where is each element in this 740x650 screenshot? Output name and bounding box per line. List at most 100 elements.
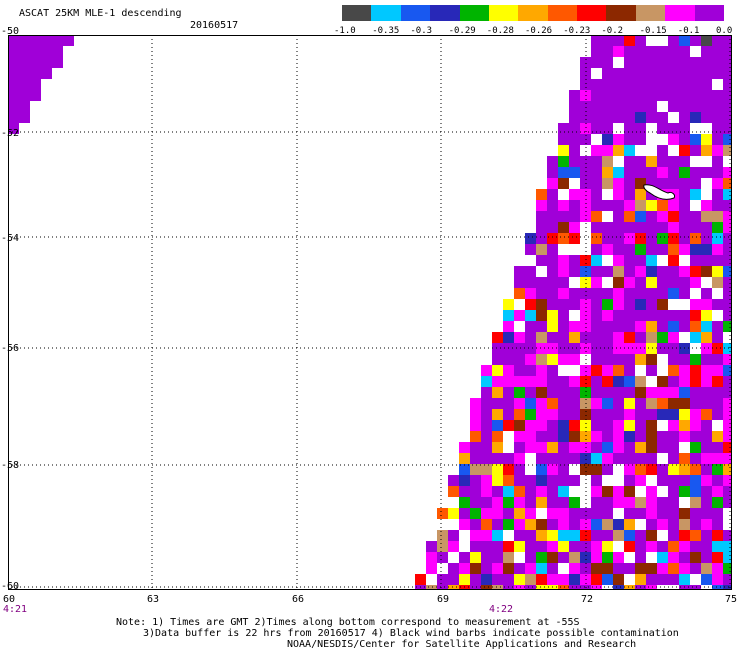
swath-cell [701, 112, 712, 123]
swath-cell [591, 530, 602, 541]
swath-cell [569, 233, 580, 244]
swath-cell [415, 574, 426, 585]
swath-cell [723, 552, 732, 563]
swath-cell [690, 134, 701, 145]
swath-cell [525, 574, 536, 585]
swath-cell [712, 442, 723, 453]
swath-cell [668, 211, 679, 222]
swath-cell [723, 123, 732, 134]
swath-cell [525, 486, 536, 497]
swath-cell [668, 68, 679, 79]
swath-cell [591, 453, 602, 464]
swath-cell [448, 475, 459, 486]
colorbar-swatch [635, 5, 666, 21]
swath-cell [602, 299, 613, 310]
swath-cell [723, 442, 732, 453]
swath-cell [591, 486, 602, 497]
swath-cell [569, 288, 580, 299]
swath-cell [602, 211, 613, 222]
swath-cell [41, 68, 52, 79]
swath-cell [547, 420, 558, 431]
swath-cell [668, 541, 679, 552]
swath-cell [613, 354, 624, 365]
swath-cell [547, 508, 558, 519]
swath-cell [646, 519, 657, 530]
swath-cell [690, 244, 701, 255]
swath-cell [668, 255, 679, 266]
colorbar-label: -0.26 [525, 26, 553, 36]
swath-cell [712, 90, 723, 101]
swath-cell [591, 68, 602, 79]
swath-cell [602, 178, 613, 189]
swath-cell [558, 497, 569, 508]
swath-cell [690, 321, 701, 332]
swath-cell [459, 508, 470, 519]
colorbar-label: -0.3 [410, 26, 433, 36]
swath-cell [602, 112, 613, 123]
swath-cell [591, 79, 602, 90]
swath-cell [514, 354, 525, 365]
swath-cell [701, 211, 712, 222]
swath-cell [646, 332, 657, 343]
swath-cell [536, 365, 547, 376]
swath-cell [459, 541, 470, 552]
swath-cell [646, 398, 657, 409]
swath-cell [635, 519, 646, 530]
swath-cell [668, 200, 679, 211]
swath-cell [657, 112, 668, 123]
swath-cell [635, 112, 646, 123]
swath-cell [701, 90, 712, 101]
swath-cell [701, 145, 712, 156]
swath-cell [591, 398, 602, 409]
swath-cell [690, 101, 701, 112]
swath-cell [503, 530, 514, 541]
swath-cell [426, 541, 437, 552]
swath-cell [668, 343, 679, 354]
swath-cell [635, 365, 646, 376]
colorbar-label: -0.35 [372, 26, 400, 36]
swath-cell [701, 79, 712, 90]
swath-cell [19, 35, 30, 46]
swath-cell [613, 365, 624, 376]
swath-cell [701, 178, 712, 189]
swath-cell [613, 464, 624, 475]
swath-cell [569, 563, 580, 574]
swath-cell [657, 541, 668, 552]
swath-cell [536, 486, 547, 497]
swath-cell [470, 442, 481, 453]
swath-cell [558, 508, 569, 519]
swath-cell [657, 508, 668, 519]
swath-cell [580, 200, 591, 211]
swath-cell [668, 277, 679, 288]
swath-cell [679, 552, 690, 563]
colorbar-label: -0.28 [486, 26, 514, 36]
swath-cell [701, 541, 712, 552]
swath-cell [525, 475, 536, 486]
swath-cell [591, 365, 602, 376]
swath-cell [470, 563, 481, 574]
swath-cell [41, 35, 52, 46]
swath-cell [558, 244, 569, 255]
swath-cell [558, 145, 569, 156]
swath-cell [690, 167, 701, 178]
swath-cell [602, 167, 613, 178]
swath-cell [448, 486, 459, 497]
swath-cell [525, 563, 536, 574]
swath-cell [613, 68, 624, 79]
swath-cell [690, 277, 701, 288]
swath-cell [536, 398, 547, 409]
swath-cell [536, 343, 547, 354]
swath-cell [547, 332, 558, 343]
swath-cell [635, 552, 646, 563]
swath-cell [591, 244, 602, 255]
swath-cell [558, 475, 569, 486]
swath-cell [690, 365, 701, 376]
swath-cell [657, 486, 668, 497]
swath-cell [514, 497, 525, 508]
swath-cell [723, 563, 732, 574]
swath-cell [657, 365, 668, 376]
colorbar-swatch [665, 5, 696, 21]
swath-cell [591, 420, 602, 431]
swath-cell [503, 332, 514, 343]
swath-cell [525, 255, 536, 266]
